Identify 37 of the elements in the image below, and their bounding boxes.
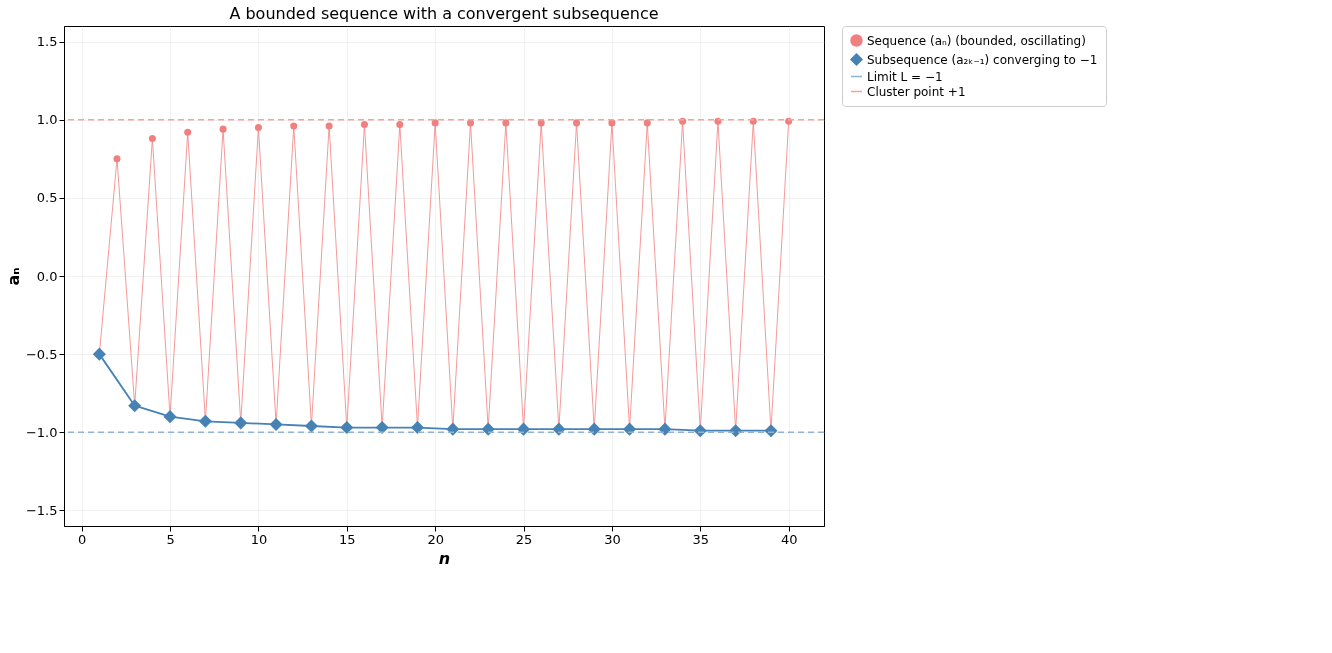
point: [113, 155, 121, 163]
y-tick-label: 1.0: [36, 112, 58, 128]
x-tick-label: 15: [339, 531, 356, 547]
y-tick-label: −1.5: [25, 502, 58, 518]
y-tick-label: 0.0: [36, 268, 58, 284]
point: [184, 128, 192, 136]
legend-label: Sequence (aₙ) (bounded, oscillating): [867, 33, 1086, 48]
x-tick-label: 0: [78, 531, 87, 547]
point: [148, 134, 156, 143]
x-axis-title: n: [438, 548, 451, 568]
x-tick-label: 25: [515, 531, 533, 547]
point: [254, 124, 262, 132]
y-tick-label: −0.5: [25, 346, 58, 362]
x-tick-label: 5: [166, 531, 175, 547]
point: [410, 421, 425, 435]
point: [219, 125, 227, 133]
point: [431, 119, 439, 127]
y-tick-label: 0.5: [36, 190, 58, 206]
x-tick-label: 10: [250, 531, 268, 547]
legend-label: Limit L = −1: [867, 69, 943, 84]
x-tick-label: 30: [604, 531, 621, 547]
y-axis-title: aₙ: [3, 267, 23, 286]
legend-label: Subsequence (a₂ₖ₋₁) converging to −1: [867, 52, 1098, 67]
point: [290, 122, 298, 130]
x-tick-label: 20: [427, 531, 444, 547]
point: [573, 119, 581, 127]
x-tick-label: 40: [780, 531, 798, 547]
chart-title: A bounded sequence with a convergent subsequence: [229, 3, 659, 23]
point: [396, 120, 404, 128]
x-tick-label: 35: [692, 531, 710, 547]
legend-label: Cluster point +1: [867, 84, 966, 99]
point: [643, 119, 651, 127]
y-tick-label: −1.0: [25, 424, 58, 440]
y-tick-label: 1.5: [36, 34, 58, 50]
point: [325, 122, 333, 130]
point: [360, 120, 368, 128]
point: [502, 119, 510, 127]
